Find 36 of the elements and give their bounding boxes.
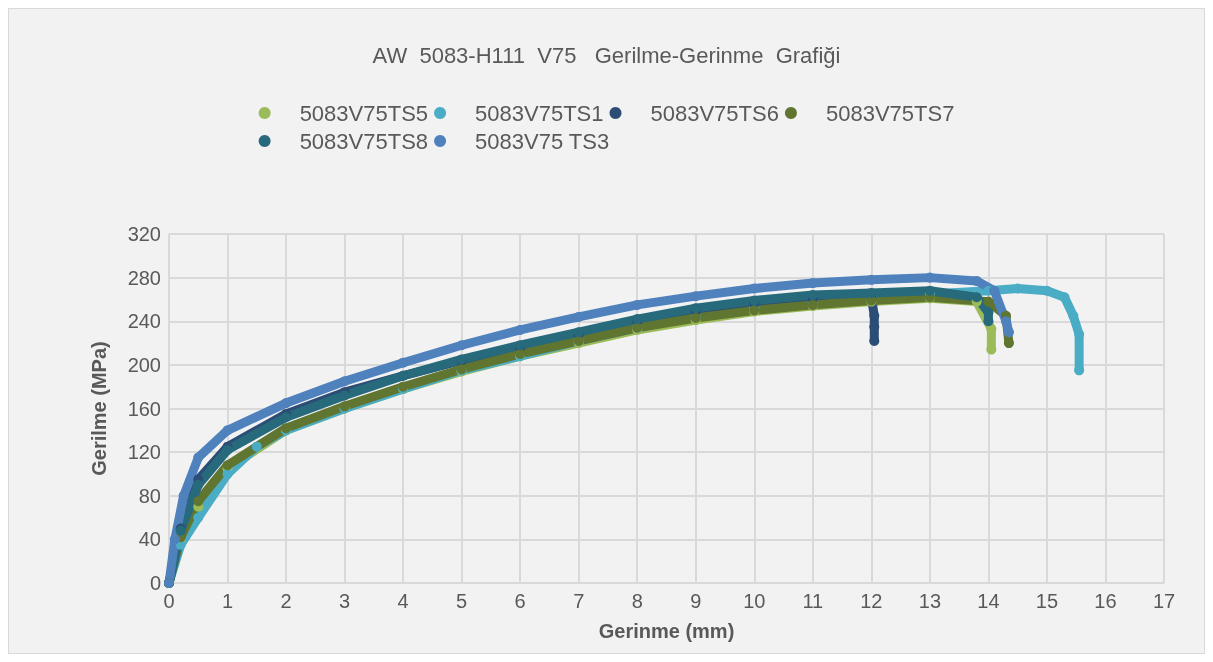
x-tick-label: 17 (1152, 590, 1176, 612)
y-tick-label: 80 (138, 484, 161, 507)
x-tick-label: 2 (280, 590, 292, 612)
x-tick-label: 6 (514, 590, 526, 612)
x-tick-label: 7 (573, 590, 585, 612)
x-tick-label: 14 (977, 590, 1000, 612)
legend-label: 5083V75 TS3 (475, 128, 610, 154)
x-tick-label: 12 (860, 590, 883, 612)
legend-label: 5083V75TS1 (475, 100, 604, 126)
x-tick-label: 0 (163, 590, 175, 612)
y-axis-title: Gerilme (MPa) (88, 341, 110, 476)
x-tick-label: 13 (918, 590, 942, 612)
x-tick-label: 3 (339, 590, 351, 612)
x-tick-label: 16 (1094, 590, 1117, 612)
x-tick-label: 15 (1035, 590, 1059, 612)
y-tick-label: 40 (138, 528, 161, 551)
legend-label: 5083V75TS7 (825, 100, 955, 126)
y-tick-label: 280 (127, 266, 161, 289)
y-tick-label: 320 (127, 223, 161, 245)
x-tick-label: 10 (743, 590, 766, 612)
x-tick-label: 11 (802, 590, 824, 612)
x-tick-label: 1 (221, 590, 234, 612)
legend-label: 5083V75TS5 (299, 100, 429, 126)
x-tick-label: 4 (397, 590, 409, 612)
legend-label: 5083V75TS8 (299, 128, 429, 154)
x-tick-label: 5 (456, 590, 468, 612)
y-tick-label: 240 (127, 310, 161, 333)
y-tick-label: 200 (127, 353, 161, 376)
x-axis-title: Gerinme (mm) (598, 620, 735, 642)
y-tick-label: 120 (127, 441, 161, 464)
x-tick-label: 9 (690, 590, 702, 612)
chart-title: AW 5083-H111 V75 Gerilme-Gerinme Grafiği (372, 42, 841, 68)
x-tick-label: 8 (631, 590, 643, 612)
legend-label: 5083V75TS6 (650, 100, 779, 126)
y-tick-label: 160 (127, 397, 161, 420)
y-tick-label: 0 (149, 572, 161, 594)
